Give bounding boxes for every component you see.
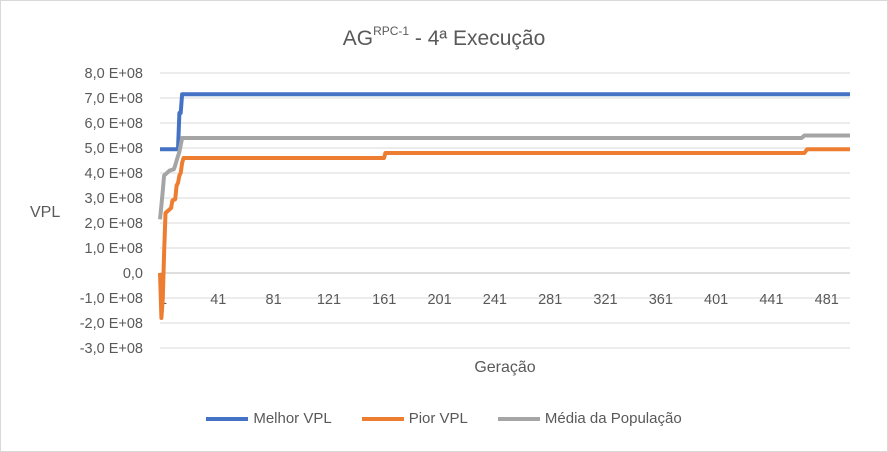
chart-title: AGRPC-1 - 4ª Execução [0,24,888,51]
legend-label: Média da População [544,410,682,427]
legend-swatch [497,416,540,421]
y-tick-label: 1,0 E+08 [85,241,143,257]
series-line [158,147,850,320]
chart-title-rest: - 4ª Execução [409,27,546,50]
y-tick-label: -1,0 E+08 [80,291,143,307]
x-tick-label: 161 [372,292,396,308]
x-tick-label: 201 [427,292,451,308]
legend-item: Melhor VPL [206,410,332,427]
y-tick-label: 2,0 E+08 [85,216,143,232]
legend-label: Pior VPL [408,410,468,427]
y-tick-label: 7,0 E+08 [85,91,143,107]
chart-title-superscript: RPC-1 [373,24,410,38]
legend-item: Média da População [497,410,682,427]
y-axis-label: VPL [30,204,60,221]
y-tick-label: 0,0 [123,266,143,282]
x-tick-label: 81 [266,292,282,308]
x-tick-label: 401 [704,292,728,308]
y-tick-label: -2,0 E+08 [80,316,143,332]
x-tick-label: 321 [593,292,617,308]
x-axis-ticks: 1 41 81 121 161 201 241 281 321 361 401 441 481 [159,292,839,308]
x-tick-label: 241 [483,292,507,308]
y-tick-label: 8,0 E+08 [85,66,143,82]
legend-swatch [361,416,404,421]
x-tick-label: 281 [538,292,562,308]
y-tick-label: 6,0 E+08 [85,116,143,132]
y-tick-label: -3,0 E+08 [80,341,143,357]
chart-legend: Melhor VPL Pior VPL Média da População [0,410,888,427]
x-axis-label: Geração [474,359,535,376]
series-line [158,133,850,220]
series-lines [158,92,850,320]
x-tick-label: 121 [317,292,341,308]
x-tick-label: 361 [649,292,673,308]
legend-swatch [206,416,249,421]
legend-label: Melhor VPL [253,410,332,427]
y-axis-ticks: 8,0 E+08 7,0 E+08 6,0 E+08 5,0 E+08 4,0 E+08… [80,66,143,357]
x-tick-label: 481 [815,292,839,308]
x-tick-label: 41 [210,292,226,308]
legend-item: Pior VPL [361,410,468,427]
gridlines [160,72,850,349]
y-tick-label: 4,0 E+08 [85,166,143,182]
y-tick-label: 5,0 E+08 [85,141,143,157]
chart-title-main: AG [342,27,374,50]
x-tick-label: 441 [759,292,783,308]
y-tick-label: 3,0 E+08 [85,191,143,207]
series-line [160,92,850,152]
